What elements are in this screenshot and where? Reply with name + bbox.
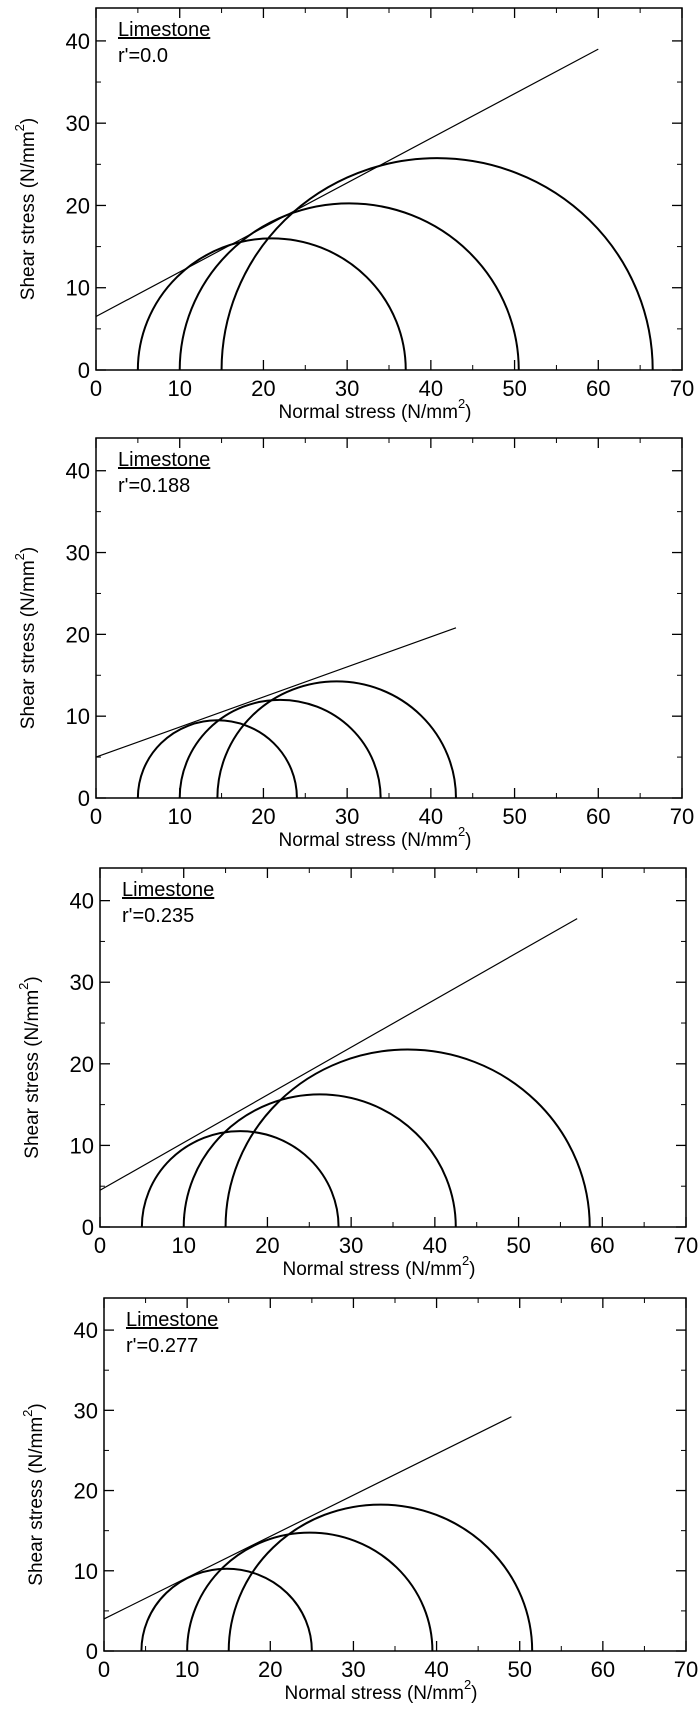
chart-2-x-axis-title: Normal stress (N/mm2) <box>278 824 471 851</box>
chart-1-y-axis-title: Shear stress (N/mm2) <box>12 118 39 300</box>
chart-1-y-tick-label: 10 <box>66 276 90 301</box>
chart-4-y-tick-label: 30 <box>74 1398 98 1423</box>
chart-2-failure-envelope <box>95 627 457 758</box>
chart-1-x-tick-label: 70 <box>670 376 694 401</box>
chart-2-y-tick-label: 40 <box>66 459 90 484</box>
chart-3-x-tick-label: 0 <box>94 1233 106 1258</box>
chart-1-x-tick-label: 60 <box>586 376 610 401</box>
chart-1-legend-subtitle: r'=0.0 <box>118 45 168 67</box>
chart-panel-1: 0 10 20 30 40 50 60 70 0 10 20 30 40 Normal stress (N… <box>0 0 699 430</box>
chart-2-x-tick-label: 10 <box>167 804 191 829</box>
chart-panel-4: 0 10 20 30 40 50 60 70 0 10 20 30 40 Normal stress (N… <box>0 1290 699 1720</box>
chart-2-x-tick-label: 70 <box>670 804 694 829</box>
chart-3-y-tick-label: 30 <box>70 970 94 995</box>
chart-4-x-axis-title: Normal stress (N/mm2) <box>284 1677 477 1704</box>
chart-2-x-tick-label: 50 <box>502 804 526 829</box>
chart-1-failure-envelope <box>95 48 599 318</box>
chart-4-x-tick-label: 70 <box>674 1657 698 1682</box>
chart-2-x-tick-label: 0 <box>90 804 102 829</box>
chart-3-mohr-circle-3 <box>224 1048 591 1228</box>
chart-panel-2: 0 10 20 30 40 50 60 70 0 10 20 30 40 Normal stress (N… <box>0 430 699 860</box>
chart-3-x-tick-label: 10 <box>171 1233 195 1258</box>
chart-4-y-tick-label: 40 <box>74 1318 98 1343</box>
chart-2-legend-subtitle: r'=0.188 <box>118 475 190 497</box>
chart-4-x-tick-label: 10 <box>175 1657 199 1682</box>
chart-4-y-tick-label: 20 <box>74 1479 98 1504</box>
chart-4-y-axis-title: Shear stress (N/mm2) <box>20 1403 47 1585</box>
chart-4-x-tick-label: 60 <box>591 1657 615 1682</box>
chart-4-x-tick-label: 30 <box>341 1657 365 1682</box>
chart-1-plot-frame <box>95 7 683 371</box>
chart-1-x-tick-label: 50 <box>502 376 526 401</box>
chart-3-x-tick-label: 20 <box>255 1233 279 1258</box>
chart-4-mohr-circle-3 <box>227 1503 534 1652</box>
chart-4-legend-subtitle: r'=0.277 <box>126 1335 198 1357</box>
chart-2-y-tick-label: 30 <box>66 541 90 566</box>
chart-3-y-tick-label: 10 <box>70 1133 94 1158</box>
chart-4-x-tick-label: 20 <box>258 1657 282 1682</box>
chart-4-x-tick-label: 0 <box>98 1657 110 1682</box>
chart-3-legend-title: Limestone <box>122 879 214 901</box>
chart-4-mohr-circle-1 <box>140 1567 313 1652</box>
chart-3-mohr-circle-2 <box>182 1093 457 1228</box>
chart-3-x-tick-label: 50 <box>506 1233 530 1258</box>
chart-3-legend-subtitle: r'=0.235 <box>122 905 194 927</box>
chart-4-y-tick-label: 0 <box>86 1639 98 1664</box>
chart-2-x-tick-label: 60 <box>586 804 610 829</box>
chart-4-x-tick-label: 50 <box>507 1657 531 1682</box>
chart-2-x-tick-label: 40 <box>419 804 443 829</box>
chart-4-x-tick-label: 40 <box>424 1657 448 1682</box>
chart-3-x-tick-label: 30 <box>339 1233 363 1258</box>
chart-1-mohr-circle-1 <box>136 237 407 371</box>
chart-1-y-tick-label: 20 <box>66 193 90 218</box>
chart-2-mohr-circle-2 <box>178 698 382 799</box>
chart-1-x-axis-title: Normal stress (N/mm2) <box>278 396 471 423</box>
chart-2-y-tick-label: 20 <box>66 622 90 647</box>
chart-2-legend-title: Limestone <box>118 449 210 471</box>
chart-3-y-tick-label: 0 <box>82 1215 94 1240</box>
chart-1-x-tick-label: 40 <box>419 376 443 401</box>
chart-1-legend-title: Limestone <box>118 19 210 41</box>
chart-2-y-tick-label: 10 <box>66 704 90 729</box>
chart-2-mohr-circle-3 <box>216 680 457 799</box>
chart-3-x-tick-label: 70 <box>674 1233 698 1258</box>
chart-4-failure-envelope <box>103 1416 512 1620</box>
chart-1-x-tick-label: 0 <box>90 376 102 401</box>
chart-4-mohr-circle-2 <box>186 1532 434 1652</box>
chart-4-y-tick-label: 10 <box>74 1559 98 1584</box>
chart-1-y-tick-label: 0 <box>78 358 90 383</box>
chart-3-x-tick-label: 60 <box>590 1233 614 1258</box>
chart-1-mohr-circle-2 <box>178 202 520 371</box>
chart-2-y-axis-title: Shear stress (N/mm2) <box>12 547 39 729</box>
chart-2-y-tick-label: 0 <box>78 786 90 811</box>
chart-2-x-tick-label: 30 <box>335 804 359 829</box>
chart-1-x-tick-label: 30 <box>335 376 359 401</box>
chart-2-x-tick-label: 20 <box>251 804 275 829</box>
chart-4-legend-title: Limestone <box>126 1309 218 1331</box>
chart-3-x-tick-label: 40 <box>423 1233 447 1258</box>
chart-3-y-tick-label: 40 <box>70 889 94 914</box>
chart-3-y-tick-label: 20 <box>70 1052 94 1077</box>
chart-panel-3: 0 10 20 30 40 50 60 70 0 10 20 30 40 Normal stress (N… <box>0 860 699 1290</box>
chart-1-y-tick-label: 30 <box>66 111 90 136</box>
chart-3-x-axis-title: Normal stress (N/mm2) <box>282 1253 475 1280</box>
chart-1-y-tick-label: 40 <box>66 29 90 54</box>
chart-3-failure-envelope <box>99 918 578 1191</box>
chart-1-x-tick-label: 20 <box>251 376 275 401</box>
chart-3-y-axis-title: Shear stress (N/mm2) <box>16 976 43 1158</box>
chart-3-mohr-circle-1 <box>140 1130 340 1228</box>
chart-1-mohr-circle-3 <box>220 157 654 371</box>
chart-1-x-tick-label: 10 <box>167 376 191 401</box>
